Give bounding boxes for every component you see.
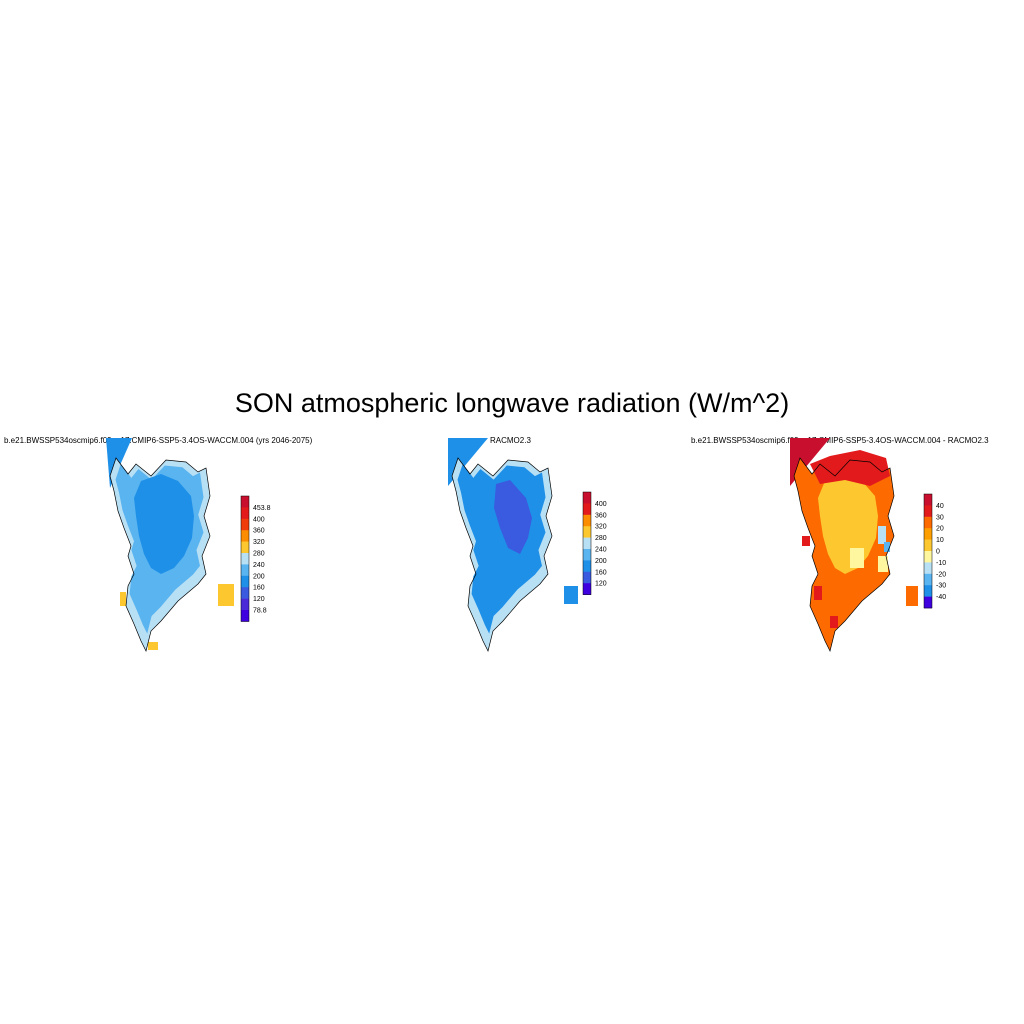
colorbar-swatch <box>241 575 249 588</box>
panel-2-colorbar: 400 360 320 280 240 200 160 120 <box>582 491 607 595</box>
colorbar-swatch <box>924 562 932 575</box>
panel-2-title: RACMO2.3 <box>490 436 531 445</box>
colorbar-swatch <box>924 494 932 506</box>
colorbar-tick-label: 320 <box>595 524 607 531</box>
panel-3-map: 40 30 20 10 0 -10 -20 -30 -40 <box>790 438 946 652</box>
panel-1-colorbar: 453.8 400 360 320 280 240 200 160 120 78.8 <box>240 495 271 622</box>
colorbar-swatch <box>241 496 249 508</box>
colorbar-frame <box>582 491 592 595</box>
colorbar-swatch <box>583 514 591 527</box>
panel-3-red-patch-3 <box>830 616 838 628</box>
colorbar-swatch <box>241 598 249 611</box>
colorbar-swatch <box>583 560 591 573</box>
panel-2-map: 400 360 320 280 240 200 160 120 <box>448 438 607 652</box>
colorbar-tick-label: -30 <box>936 583 946 590</box>
colorbar-swatch <box>924 528 932 540</box>
panel-3-red-patch-2 <box>814 586 822 600</box>
colorbar-tick-label: 200 <box>253 573 265 580</box>
colorbar-tick-label: 280 <box>253 551 265 558</box>
panel-1-map: 453.8 400 360 320 280 240 200 160 120 78.8 <box>106 438 271 652</box>
panel-1-south-tip-patch <box>148 642 158 650</box>
colorbar-swatch <box>241 530 249 542</box>
colorbar-tick-label: 160 <box>595 569 607 576</box>
panel-3-colorbar: 40 30 20 10 0 -10 -20 -30 -40 <box>923 493 946 609</box>
colorbar-swatch <box>583 571 591 584</box>
colorbar-tick-label: 400 <box>595 501 607 508</box>
colorbar-swatch <box>241 587 249 599</box>
colorbar-tick-label: -40 <box>936 594 946 601</box>
colorbar-tick-label: 360 <box>253 528 265 535</box>
colorbar-tick-label: 160 <box>253 585 265 592</box>
colorbar-swatch <box>583 549 591 561</box>
panel-3-pale-patch-1 <box>850 548 864 568</box>
panel-3-red-patch-1 <box>802 536 810 546</box>
colorbar-tick-label: 320 <box>253 539 265 546</box>
panel-2-core-field <box>494 480 532 554</box>
colorbar-swatch <box>583 492 591 504</box>
colorbar-tick-label: 120 <box>253 596 265 603</box>
panel-3-title: b.e21.BWSSP534oscmip6.f09_g17.CMIP6-SSP5… <box>691 436 989 445</box>
colorbar-swatch <box>924 596 932 609</box>
panel-3-pale-patch-2 <box>878 556 888 572</box>
colorbar-swatch <box>924 573 932 586</box>
colorbar-swatch <box>583 503 591 516</box>
colorbar-tick-label: -20 <box>936 571 946 578</box>
colorbar-tick-label: 240 <box>253 562 265 569</box>
colorbar-tick-label: 400 <box>253 516 265 523</box>
panel-3-blue-patch-2 <box>884 542 890 552</box>
colorbar-tick-label: -10 <box>936 560 946 567</box>
colorbar-swatch <box>583 537 591 550</box>
panel-1-title: b.e21.BWSSP534oscmip6.f09_g17.CMIP6-SSP5… <box>4 436 313 445</box>
colorbar-tick-label: 78.8 <box>253 608 267 615</box>
panel-1-west-coast-patch <box>120 592 126 606</box>
colorbar-swatch <box>924 585 932 597</box>
panel-3-east-island <box>906 586 918 606</box>
colorbar-swatch <box>583 526 591 538</box>
colorbar-tick-label: 360 <box>595 512 607 519</box>
colorbar-tick-label: 10 <box>936 537 944 544</box>
colorbar-swatch <box>583 583 591 595</box>
panel-2-east-island <box>564 586 578 604</box>
colorbar-swatch <box>241 507 249 520</box>
colorbar-swatch <box>241 541 249 554</box>
colorbar-swatch <box>924 551 932 563</box>
colorbar-tick-label: 120 <box>595 581 607 588</box>
colorbar-frame <box>923 493 933 609</box>
panel-1-east-island <box>218 584 234 606</box>
colorbar-swatch <box>924 539 932 552</box>
panel-3-north-field <box>810 450 890 486</box>
colorbar-frame <box>240 495 250 622</box>
colorbar-tick-label: 240 <box>595 547 607 554</box>
colorbar-tick-label: 280 <box>595 535 607 542</box>
colorbar-swatch <box>924 516 932 529</box>
colorbar-tick-label: 453.8 <box>253 505 271 512</box>
colorbar-tick-label: 40 <box>936 503 944 510</box>
colorbar-swatch <box>241 610 249 622</box>
colorbar-swatch <box>924 505 932 518</box>
colorbar-tick-label: 0 <box>936 549 940 556</box>
colorbar-tick-label: 20 <box>936 526 944 533</box>
figure-title: SON atmospheric longwave radiation (W/m^… <box>234 388 790 418</box>
panel-3-blue-patch-1 <box>878 526 886 544</box>
colorbar-tick-label: 30 <box>936 514 944 521</box>
colorbar-tick-label: 200 <box>595 558 607 565</box>
colorbar-swatch <box>241 564 249 577</box>
colorbar-swatch <box>241 518 249 531</box>
colorbar-swatch <box>241 553 249 565</box>
